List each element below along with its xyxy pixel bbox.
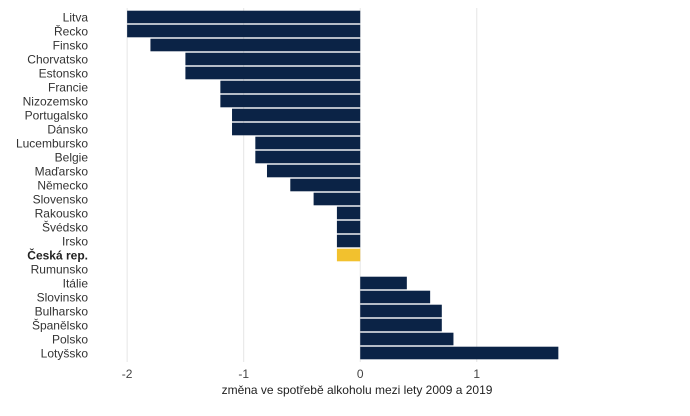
bar-nemecko: [290, 178, 361, 192]
bar-ceska-rep: [336, 248, 361, 262]
x-tick-label-minus-2: -2: [122, 367, 133, 381]
category-label-madarsko: Maďarsko: [35, 164, 89, 178]
bar-dansko: [232, 122, 361, 136]
bar-slovinsko: [360, 290, 431, 304]
bar-litva: [127, 10, 361, 24]
category-label-estonsko: Estonsko: [39, 66, 89, 80]
category-label-dansko: Dánsko: [47, 122, 88, 136]
category-label-litva: Litva: [63, 10, 89, 24]
bar-francie: [220, 80, 361, 94]
category-label-chorvatsko: Chorvatsko: [27, 52, 88, 66]
bar-lotyssko: [360, 346, 559, 360]
bar-estonsko: [185, 66, 361, 80]
x-tick-label-0: 0: [357, 367, 364, 381]
bar-rakousko: [336, 206, 361, 220]
category-label-ceska-rep: Česká rep.: [27, 247, 88, 262]
category-label-nemecko: Německo: [37, 178, 88, 192]
category-label-spanelsko: Španělsko: [32, 317, 88, 332]
category-label-nizozemsko: Nizozemsko: [23, 94, 89, 108]
x-tick-label-1: 1: [473, 367, 480, 381]
category-label-polsko: Polsko: [52, 332, 88, 346]
x-tick-label-minus-1: -1: [238, 367, 249, 381]
category-label-italie: Itálie: [63, 276, 89, 290]
bar-recko: [127, 24, 361, 38]
category-label-svedsko: Švédsko: [42, 219, 88, 234]
bar-chorvatsko: [185, 52, 361, 66]
bar-italie: [360, 276, 407, 290]
category-label-slovinsko: Slovinsko: [37, 290, 89, 304]
bar-slovensko: [313, 192, 361, 206]
category-label-lucembursko: Lucembursko: [16, 136, 88, 150]
bar-belgie: [255, 150, 361, 164]
category-label-slovensko: Slovensko: [33, 192, 89, 206]
bar-lucembursko: [255, 136, 361, 150]
category-labels: LitvaŘeckoFinskoChorvatskoEstonskoFranci…: [16, 10, 88, 360]
bar-polsko: [360, 332, 454, 346]
category-label-rakousko: Rakousko: [35, 206, 89, 220]
category-label-belgie: Belgie: [55, 150, 89, 164]
bar-portugalsko: [232, 108, 361, 122]
bar-finsko: [150, 38, 361, 52]
category-label-recko: Řecko: [54, 23, 88, 38]
x-axis-title: změna ve spotřebě alkoholu mezi lety 200…: [222, 383, 493, 397]
category-label-lotyssko: Lotyšsko: [41, 346, 89, 360]
category-label-portugalsko: Portugalsko: [25, 108, 89, 122]
bar-bulharsko: [360, 304, 442, 318]
x-axis-ticks: -2 -1 0 1: [122, 367, 481, 381]
bars: [127, 10, 559, 360]
category-label-bulharsko: Bulharsko: [35, 304, 89, 318]
category-label-francie: Francie: [48, 80, 88, 94]
category-label-finsko: Finsko: [53, 38, 89, 52]
bar-nizozemsko: [220, 94, 361, 108]
bar-madarsko: [266, 164, 361, 178]
category-label-rumunsko: Rumunsko: [31, 262, 89, 276]
category-label-irsko: Irsko: [62, 234, 88, 248]
bar-spanelsko: [360, 318, 442, 332]
bar-svedsko: [336, 220, 361, 234]
bar-irsko: [336, 234, 361, 248]
